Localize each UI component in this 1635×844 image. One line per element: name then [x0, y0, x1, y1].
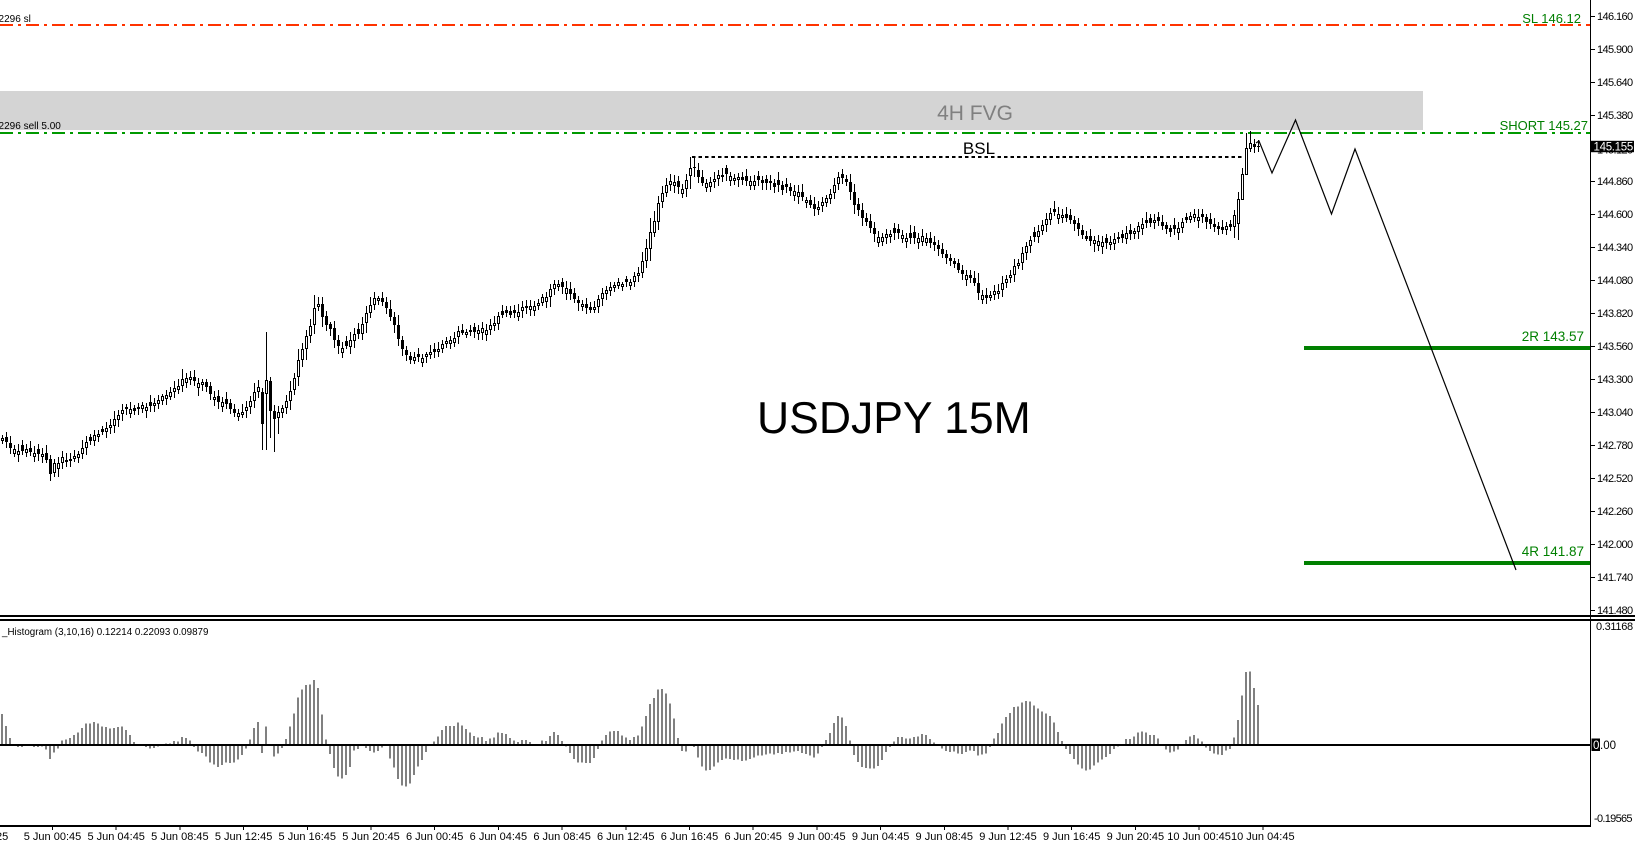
svg-text:5 Jun 16:45: 5 Jun 16:45	[279, 831, 337, 843]
svg-text:141.480: 141.480	[1597, 605, 1633, 617]
svg-text:4R 141.87: 4R 141.87	[1522, 544, 1584, 559]
svg-text:5 Jun 12:45: 5 Jun 12:45	[215, 831, 273, 843]
svg-text:142.260: 142.260	[1597, 506, 1633, 518]
svg-text:146.160: 146.160	[1597, 11, 1633, 23]
svg-text:143.040: 143.040	[1597, 407, 1633, 419]
svg-text:5 Jun 04:45: 5 Jun 04:45	[87, 831, 145, 843]
svg-text:143.300: 143.300	[1597, 374, 1633, 386]
svg-text:144.600: 144.600	[1597, 209, 1633, 221]
svg-text:6 Jun 12:45: 6 Jun 12:45	[597, 831, 655, 843]
svg-text:145.380: 145.380	[1597, 110, 1633, 122]
svg-text:10 Jun 00:45: 10 Jun 00:45	[1167, 831, 1231, 843]
svg-text:143.560: 143.560	[1597, 341, 1633, 353]
svg-text:-0.19565: -0.19565	[1594, 813, 1632, 825]
svg-text:5 Jun 20:45: 5 Jun 20:45	[342, 831, 400, 843]
svg-text:92296 sl: 92296 sl	[0, 14, 31, 25]
svg-text:SHORT 145.27: SHORT 145.27	[1500, 118, 1588, 133]
svg-text:0: 0	[1593, 740, 1599, 752]
svg-text:144.080: 144.080	[1597, 275, 1633, 287]
svg-text:9 Jun 20:45: 9 Jun 20:45	[1107, 831, 1165, 843]
svg-text:6 Jun 00:45: 6 Jun 00:45	[406, 831, 464, 843]
svg-text:BSL: BSL	[963, 139, 995, 158]
svg-text:9 Jun 16:45: 9 Jun 16:45	[1043, 831, 1101, 843]
svg-text:9 Jun 08:45: 9 Jun 08:45	[916, 831, 974, 843]
svg-text:6 Jun 08:45: 6 Jun 08:45	[533, 831, 591, 843]
svg-text:145.155: 145.155	[1594, 142, 1633, 154]
svg-text:141.740: 141.740	[1597, 572, 1633, 584]
svg-text:145.900: 145.900	[1597, 44, 1633, 56]
svg-text:25: 25	[0, 831, 8, 843]
svg-text:142.000: 142.000	[1597, 539, 1633, 551]
svg-text:10 Jun 04:45: 10 Jun 04:45	[1231, 831, 1295, 843]
svg-text:145.640: 145.640	[1597, 77, 1633, 89]
svg-text:9 Jun 04:45: 9 Jun 04:45	[852, 831, 910, 843]
svg-text:142.780: 142.780	[1597, 440, 1633, 452]
svg-text:9 Jun 00:45: 9 Jun 00:45	[788, 831, 846, 843]
svg-text:0.31168: 0.31168	[1596, 621, 1633, 633]
svg-text:5 Jun 00:45: 5 Jun 00:45	[24, 831, 82, 843]
svg-text:143.820: 143.820	[1597, 308, 1633, 320]
svg-text:142.520: 142.520	[1597, 473, 1633, 485]
svg-text:.00: .00	[1600, 740, 1616, 752]
svg-text:144.860: 144.860	[1597, 176, 1633, 188]
svg-text:2R 143.57: 2R 143.57	[1522, 329, 1584, 344]
svg-text:9 Jun 12:45: 9 Jun 12:45	[979, 831, 1037, 843]
svg-text:144.340: 144.340	[1597, 242, 1633, 254]
svg-text:92296 sell 5.00: 92296 sell 5.00	[0, 121, 61, 132]
svg-text:5 Jun 08:45: 5 Jun 08:45	[151, 831, 209, 843]
svg-text:4H FVG: 4H FVG	[937, 102, 1013, 125]
svg-text:SL 146.12: SL 146.12	[1522, 11, 1581, 26]
svg-text:6 Jun 16:45: 6 Jun 16:45	[661, 831, 719, 843]
svg-text:USDJPY 15M: USDJPY 15M	[757, 394, 1031, 443]
svg-text:6 Jun 04:45: 6 Jun 04:45	[470, 831, 528, 843]
svg-text:_Histogram (3,10,16) 0.12214 0: _Histogram (3,10,16) 0.12214 0.22093 0.0…	[1, 627, 208, 638]
svg-text:6 Jun 20:45: 6 Jun 20:45	[724, 831, 782, 843]
